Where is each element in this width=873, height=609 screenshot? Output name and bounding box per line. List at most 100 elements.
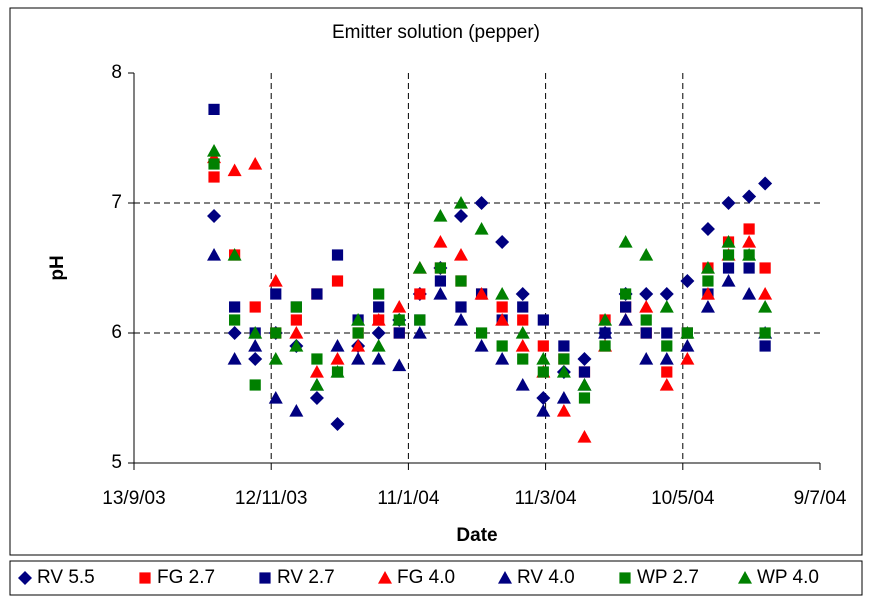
- data-point: [453, 196, 468, 209]
- data-point: [537, 340, 549, 352]
- x-tick-label: 12/11/03: [235, 488, 308, 509]
- data-point: [434, 262, 447, 274]
- data-point: [330, 365, 345, 378]
- legend-marker: [378, 571, 392, 584]
- data-point: [289, 404, 304, 417]
- data-point: [227, 352, 242, 365]
- y-axis-label: pH: [47, 255, 68, 280]
- legend-marker: [498, 571, 512, 584]
- data-point: [661, 340, 673, 352]
- data-point: [474, 339, 489, 352]
- data-point: [743, 262, 755, 274]
- data-point: [702, 275, 714, 287]
- data-point: [742, 287, 757, 300]
- data-point: [495, 352, 510, 365]
- data-point: [495, 287, 510, 300]
- data-point: [577, 378, 592, 391]
- data-point: [700, 261, 715, 274]
- data-point: [371, 352, 386, 365]
- data-point: [536, 391, 551, 405]
- data-point: [639, 248, 654, 261]
- data-point: [453, 248, 468, 261]
- data-point: [661, 366, 673, 378]
- data-point: [373, 288, 385, 300]
- data-point: [618, 313, 633, 326]
- data-point: [331, 275, 344, 287]
- data-point: [599, 340, 611, 352]
- legend-frame: [9, 560, 863, 596]
- data-point: [700, 300, 715, 313]
- y-tick-label: 8: [111, 62, 122, 83]
- data-point: [249, 379, 261, 391]
- data-point: [759, 262, 771, 274]
- data-point: [309, 378, 324, 391]
- data-point: [515, 326, 530, 339]
- data-point: [537, 314, 549, 326]
- data-point: [742, 248, 757, 261]
- data-point: [227, 326, 242, 340]
- data-point: [455, 275, 467, 287]
- data-point: [578, 366, 591, 378]
- data-point: [742, 235, 757, 248]
- data-point: [393, 327, 405, 339]
- data-point: [700, 287, 715, 300]
- data-point: [680, 339, 695, 352]
- data-point: [680, 352, 695, 365]
- data-point: [496, 340, 508, 352]
- data-point: [537, 366, 549, 378]
- data-point: [659, 300, 674, 313]
- data-point: [515, 287, 530, 301]
- data-point: [289, 326, 304, 339]
- x-tick-label: 10/5/04: [651, 488, 715, 509]
- data-point: [556, 404, 571, 417]
- data-point: [227, 248, 242, 261]
- data-point: [207, 248, 222, 261]
- data-point: [556, 391, 571, 404]
- data-point: [268, 352, 283, 365]
- legend-marker: [738, 571, 752, 584]
- data-point: [289, 339, 304, 352]
- data-point: [229, 314, 241, 326]
- data-point: [536, 352, 551, 365]
- legend-marker: [139, 572, 151, 584]
- data-point: [433, 287, 448, 300]
- data-point: [759, 327, 771, 339]
- data-point: [639, 287, 654, 301]
- x-tick-label: 13/9/03: [102, 488, 165, 509]
- data-point: [249, 301, 261, 313]
- data-point: [331, 249, 344, 261]
- data-point: [618, 235, 633, 248]
- data-point: [330, 417, 345, 431]
- data-point: [640, 314, 652, 326]
- data-point: [290, 301, 302, 313]
- legend-marker: [259, 572, 271, 584]
- data-point: [640, 327, 652, 339]
- legend-label: RV 4.0: [517, 567, 575, 588]
- data-point: [433, 209, 448, 222]
- data-point: [207, 209, 222, 223]
- data-point: [227, 163, 242, 177]
- data-point: [536, 404, 551, 417]
- data-point: [371, 339, 386, 352]
- data-point: [229, 301, 241, 313]
- data-point: [517, 314, 529, 326]
- legend-marker: [18, 571, 32, 585]
- data-point: [330, 339, 345, 352]
- data-point: [208, 171, 220, 183]
- data-point: [414, 314, 426, 326]
- legend-label: FG 2.7: [157, 567, 215, 588]
- data-point: [351, 339, 366, 352]
- data-point: [434, 275, 447, 287]
- legend-label: WP 4.0: [757, 567, 819, 588]
- data-point: [620, 301, 632, 313]
- data-point: [680, 274, 695, 288]
- data-point: [208, 103, 220, 115]
- data-point: [759, 340, 771, 352]
- data-point: [207, 144, 222, 157]
- data-point: [758, 287, 773, 300]
- data-point: [351, 352, 366, 365]
- data-point: [392, 358, 407, 372]
- data-point: [661, 327, 673, 339]
- data-point: [556, 365, 571, 378]
